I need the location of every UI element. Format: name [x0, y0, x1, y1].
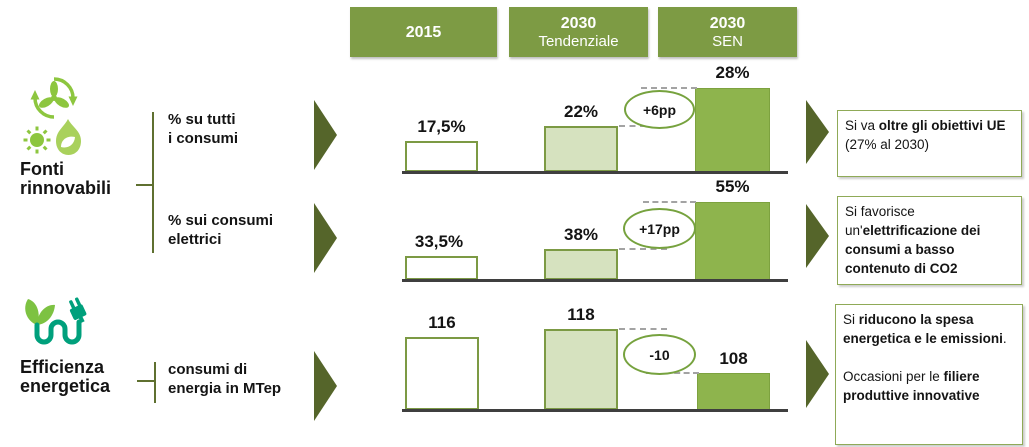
bar-value-label: 55%	[715, 177, 750, 196]
bar-value-label: 118	[567, 305, 595, 324]
column-header-2030-tendenziale: 2030 Tendenziale	[509, 7, 648, 57]
takeaway-box-renewables-total: Si va oltre gli obiettivi UE (27% al 203…	[837, 110, 1022, 177]
group-title-line: Fonti	[20, 159, 64, 179]
metric-label-line: % su tutti	[168, 111, 236, 128]
metric-label-line: consumi di	[168, 361, 248, 378]
energy-efficiency-icon	[25, 297, 87, 345]
bar-tendenziale-row3	[544, 329, 618, 410]
group-title-line: rinnovabili	[20, 178, 112, 198]
renewables-icon	[23, 77, 81, 155]
flow-arrow-icon	[314, 100, 337, 170]
axis-baseline	[402, 171, 788, 174]
column-header-2015: 2015	[350, 7, 497, 57]
takeaway-box-efficiency: Si riducono la spesa energetica e le emi…	[835, 304, 1023, 445]
group-title-efficienza-energetica: Efficienza energetica	[20, 358, 160, 396]
takeaway-text: Si favorisce un'elettrificazione dei con…	[845, 204, 981, 276]
flow-arrow-icon	[806, 340, 829, 408]
bar-tendenziale-row2	[544, 249, 618, 280]
bar-value-label: 38%	[563, 225, 599, 244]
bar-2015-row3	[405, 337, 479, 410]
metric-label-energy-consumption: consumi di energia in MTep	[168, 360, 328, 398]
bar-value-label: 22%	[563, 102, 599, 121]
metric-label-line: energia in MTep	[168, 380, 282, 397]
bar-sen-row2	[695, 202, 770, 280]
bar-sen-row1	[695, 88, 770, 172]
column-header-year: 2030	[560, 14, 597, 32]
bracket-line	[154, 362, 156, 403]
column-header-2030-sen: 2030 SEN	[658, 7, 797, 57]
column-header-subtitle: SEN	[712, 32, 743, 50]
dashed-connector	[643, 201, 696, 203]
axis-baseline	[402, 279, 788, 282]
flow-arrow-icon	[806, 100, 829, 164]
column-header-year: 2030	[709, 14, 746, 32]
dashed-connector	[619, 328, 667, 330]
bar-tendenziale-row1	[544, 126, 618, 172]
flow-arrow-icon	[314, 203, 337, 273]
bar-value-label: 33,5%	[414, 232, 464, 251]
bracket-tick	[136, 184, 153, 186]
bar-value-label: 17,5%	[417, 117, 466, 136]
delta-ellipse: +6pp	[624, 90, 695, 129]
metric-label-line: elettrici	[168, 231, 222, 248]
bar-2015-row2	[405, 256, 478, 280]
column-header-year: 2015	[405, 23, 442, 41]
bracket-line	[152, 112, 154, 253]
metric-label-share-total-consumption: % su tutti i consumi	[168, 110, 308, 148]
bar-value-label: 28%	[715, 63, 750, 82]
group-title-line: energetica	[20, 376, 111, 396]
column-header-subtitle: Tendenziale	[538, 32, 619, 50]
metric-label-share-electric-consumption: % sui consumi elettrici	[168, 211, 318, 249]
delta-ellipse: -10	[623, 334, 696, 375]
bar-value-label: 108	[719, 349, 748, 368]
takeaway-text: Si riducono la spesa energetica e le emi…	[843, 312, 1007, 346]
metric-label-line: % sui consumi	[168, 212, 274, 229]
metric-label-line: i consumi	[168, 130, 239, 147]
takeaway-box-electrification: Si favorisce un'elettrificazione dei con…	[837, 196, 1022, 285]
dashed-connector	[619, 248, 667, 250]
delta-ellipse: +17pp	[623, 208, 696, 249]
takeaway-text: Si va oltre gli obiettivi UE (27% al 203…	[845, 118, 1006, 152]
bar-2015-row1	[405, 141, 478, 172]
bar-sen-row3	[697, 373, 770, 410]
axis-baseline	[402, 409, 788, 412]
flow-arrow-icon	[806, 204, 829, 268]
bracket-tick	[137, 380, 154, 382]
takeaway-text: Occasioni per le filiere produttive inno…	[843, 369, 980, 403]
bar-value-label: 116	[428, 313, 456, 332]
dashed-connector	[641, 87, 697, 89]
group-title-fonti-rinnovabili: Fonti rinnovabili	[20, 160, 150, 198]
group-title-line: Efficienza	[20, 357, 105, 377]
